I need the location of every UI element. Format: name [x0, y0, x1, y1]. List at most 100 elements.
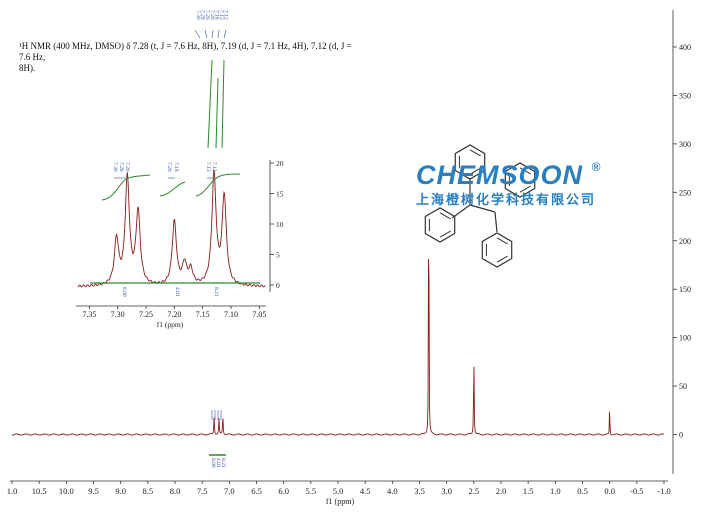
phenyl-ring-bottom-double-bond — [496, 255, 508, 263]
inset-integral-curve — [159, 181, 186, 197]
x-tick-label: 3.5 — [414, 486, 425, 496]
x-tick-label: 7.0 — [224, 486, 235, 496]
inset-integration-label: 4.01 — [174, 287, 180, 297]
inset-peak-label: 7.18 — [173, 162, 179, 172]
x-tick-label: 6.0 — [278, 486, 289, 496]
phenyl-ring-top — [454, 144, 486, 180]
x-tick-label: 2.0 — [496, 486, 507, 496]
inset-integration-label: 8.21 — [213, 287, 219, 297]
inset-x-tick-label: 7.25 — [139, 310, 153, 319]
inset-peak-label: 7.12 — [211, 162, 217, 172]
inset-y-tick-label: 5 — [276, 251, 280, 260]
inset-y-tick-label: 20 — [276, 159, 284, 168]
inset-integration-label: 8.00 — [121, 287, 127, 297]
y-tick-label: 300 — [679, 140, 691, 149]
y-tick-label: 200 — [679, 237, 691, 246]
top-peak-label: 7.20 — [209, 10, 215, 20]
y-tick-label: 50 — [679, 382, 687, 391]
phenyl-ring-bottom — [481, 232, 513, 268]
inset-y-tick-label: 15 — [276, 190, 284, 199]
x-tick-label: 1.0 — [550, 486, 561, 496]
integration-label: 8.00 — [210, 458, 216, 468]
molecule-bond — [494, 211, 498, 233]
x-tick-label: 6.5 — [251, 486, 262, 496]
inset-peak-label: 7.30 — [112, 162, 118, 172]
y-tick-label: 150 — [679, 285, 691, 294]
top-peak-label: 7.26 — [204, 10, 210, 20]
inset-y-tick-label: 10 — [276, 220, 284, 229]
x-tick-label: 10.0 — [59, 486, 74, 496]
phenyl-ring-top-double-bond — [469, 149, 481, 157]
x-tick-label: 9.0 — [115, 486, 126, 496]
inset-integral-curve — [195, 173, 241, 197]
top-peak-label: 7.13 — [218, 10, 224, 20]
inset-integral-curve — [101, 174, 151, 201]
integration-label: 8.21 — [220, 458, 226, 468]
inset-x-tick-label: 7.15 — [196, 310, 210, 319]
nmr-description-line1: ¹H NMR (400 MHz, DMSO) δ 7.28 (t, J = 7.… — [19, 41, 352, 62]
molecule-bond — [451, 204, 471, 219]
x-tick-label: 4.5 — [360, 486, 371, 496]
inset-peak-label: 7.28 — [118, 162, 124, 172]
y-tick-label: 0 — [679, 431, 683, 440]
x-axis-title: f1 (ppm) — [326, 497, 355, 506]
integral-curve — [207, 59, 213, 149]
x-tick-label: 2.5 — [469, 486, 480, 496]
inset-x-axis-title: f1 (ppm) — [157, 320, 184, 329]
x-tick-label: 5.5 — [306, 486, 317, 496]
inset-peak-label: 7.20 — [166, 162, 172, 172]
integral-curve — [221, 59, 225, 149]
main-spectrum-line — [12, 258, 665, 436]
inset-peak-label: 7.13 — [205, 162, 211, 172]
x-tick-label: 0.0 — [604, 486, 615, 496]
phenyl-ring-right — [504, 162, 536, 198]
x-tick-label: 1.5 — [523, 486, 534, 496]
inset-peak-label: 7.26 — [124, 162, 130, 172]
phenyl-ring-left — [424, 207, 456, 243]
inset-x-tick-label: 7.35 — [82, 310, 96, 319]
x-tick-label: -0.5 — [630, 486, 643, 496]
phenyl-ring-right-double-bond — [519, 167, 531, 175]
top-peak-label: 7.28 — [200, 10, 206, 20]
top-peak-label: 7.30 — [195, 10, 201, 20]
top-peak-label: 7.12 — [223, 10, 229, 20]
integral-curve — [215, 77, 219, 149]
y-tick-label: 400 — [679, 43, 691, 52]
y-tick-label: 250 — [679, 188, 691, 197]
top-peak-label: 7.18 — [213, 10, 219, 20]
inset-x-tick-label: 7.10 — [224, 310, 238, 319]
phenyl-ring-left-double-bond — [439, 230, 451, 238]
watermark-brand: CHEMSOON ® — [416, 160, 602, 190]
x-tick-label: 4.0 — [387, 486, 398, 496]
x-tick-label: 0.5 — [577, 486, 588, 496]
inset-spectrum-line — [77, 170, 266, 288]
top-peak-ticks — [194, 29, 227, 39]
inset-x-tick-label: 7.20 — [167, 310, 181, 319]
phenyl-ring-right-double-bond — [519, 185, 531, 193]
integration-label: 4.01 — [215, 458, 221, 468]
phenyl-ring-bottom-double-bond — [496, 237, 508, 245]
phenyl-ring-top-double-bond — [469, 167, 481, 175]
molecule-bond — [469, 204, 496, 213]
x-tick-label: 3.0 — [441, 486, 452, 496]
x-tick-label: 7.5 — [197, 486, 208, 496]
x-tick-label: -1.0 — [657, 486, 670, 496]
inset-x-tick-label: 7.05 — [252, 310, 266, 319]
phenyl-ring-left-double-bond — [439, 212, 451, 220]
inset-y-tick-label: 0 — [276, 281, 280, 290]
x-tick-label: 10.5 — [32, 486, 47, 496]
x-tick-label: 8.0 — [170, 486, 181, 496]
nmr-description: ¹H NMR (400 MHz, DMSO) δ 7.28 (t, J = 7.… — [19, 41, 359, 74]
nmr-description-line2: 8H). — [19, 63, 36, 73]
x-tick-label: 9.5 — [88, 486, 99, 496]
x-tick-label: 5.0 — [333, 486, 344, 496]
y-tick-label: 100 — [679, 334, 691, 343]
x-tick-label: 1.0 — [7, 486, 18, 496]
registered-mark: ® — [591, 160, 602, 174]
company-watermark: CHEMSOON ® 上海橙树化学科技有限公司 — [416, 160, 616, 208]
x-tick-label: 8.5 — [143, 486, 154, 496]
inset-x-tick-label: 7.30 — [111, 310, 125, 319]
y-tick-label: 350 — [679, 91, 691, 100]
watermark-company-name: 上海橙树化学科技有限公司 — [416, 193, 597, 208]
